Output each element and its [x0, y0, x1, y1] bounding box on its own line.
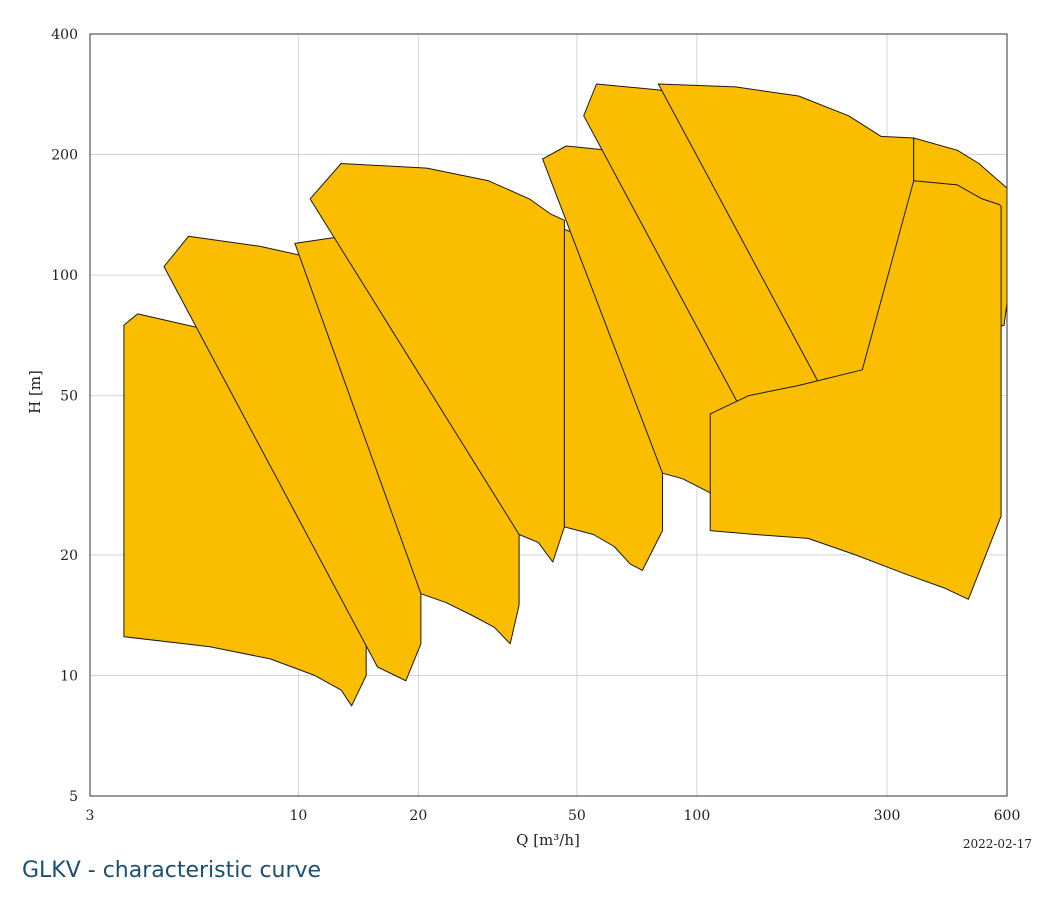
x-tick-label: 20: [409, 808, 427, 824]
curve-area-4: [309, 163, 565, 563]
characteristic-chart: 3 10 20 50 100 300 600 5 10 20 50 100 200 400 Q [m³/…: [26, 27, 1032, 850]
curve-area-10: [709, 180, 1002, 600]
plot-frame: [89, 33, 1008, 797]
y-tick-labels: 5 10 20 50 100 200 400: [51, 27, 78, 805]
y-tick-label: 200: [51, 148, 78, 164]
y-tick-label: 10: [60, 668, 78, 684]
x-tick-labels: 3 10 20 50 100 300 600: [86, 808, 1021, 824]
date-stamp: 2022-02-17: [963, 837, 1032, 850]
y-axis-label: H [m]: [26, 370, 44, 414]
y-tick-label: 5: [69, 789, 78, 805]
x-tick-label: 3: [86, 808, 95, 824]
x-tick-label: 10: [289, 808, 307, 824]
y-tick-label: 50: [60, 389, 78, 405]
y-tick-label: 20: [60, 548, 78, 564]
x-tick-label: 50: [568, 808, 586, 824]
y-tick-label: 100: [51, 268, 78, 284]
x-tick-label: 100: [684, 808, 711, 824]
curve-areas: [123, 83, 1008, 707]
y-tick-label: 400: [51, 27, 78, 43]
x-tick-label: 600: [994, 808, 1021, 824]
x-axis-label: Q [m³/h]: [516, 831, 580, 849]
chart-caption: GLKV - characteristic curve: [22, 858, 322, 883]
x-tick-label: 300: [874, 808, 901, 824]
